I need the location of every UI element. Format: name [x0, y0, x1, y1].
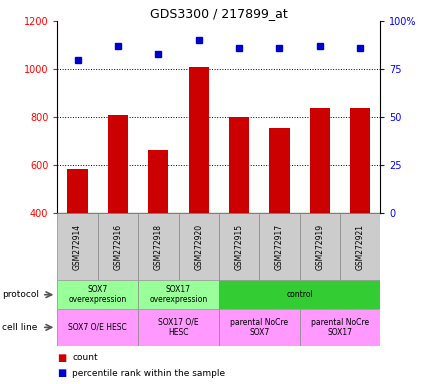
Title: GDS3300 / 217899_at: GDS3300 / 217899_at: [150, 7, 288, 20]
Bar: [98, 213, 138, 280]
Bar: [340, 213, 380, 280]
Bar: [350, 108, 370, 309]
Bar: [310, 108, 330, 309]
Text: GSM272915: GSM272915: [235, 223, 244, 270]
Text: SOX17 O/E
HESC: SOX17 O/E HESC: [158, 318, 199, 337]
Text: control: control: [286, 290, 313, 299]
Bar: [68, 169, 88, 309]
Text: ■: ■: [57, 368, 67, 378]
Text: percentile rank within the sample: percentile rank within the sample: [72, 369, 225, 378]
Bar: [269, 128, 289, 309]
Text: parental NoCre
SOX17: parental NoCre SOX17: [311, 318, 369, 337]
Bar: [57, 213, 98, 280]
Bar: [219, 309, 300, 346]
Text: SOX7 O/E HESC: SOX7 O/E HESC: [68, 323, 127, 332]
Bar: [138, 309, 219, 346]
Bar: [189, 67, 209, 309]
Bar: [57, 280, 138, 309]
Bar: [300, 213, 340, 280]
Bar: [138, 213, 178, 280]
Bar: [178, 213, 219, 280]
Bar: [219, 213, 259, 280]
Text: GSM272916: GSM272916: [113, 223, 122, 270]
Text: GSM272918: GSM272918: [154, 224, 163, 270]
Bar: [108, 115, 128, 309]
Text: ■: ■: [57, 353, 67, 363]
Text: GSM272921: GSM272921: [356, 224, 365, 270]
Text: GSM272917: GSM272917: [275, 223, 284, 270]
Text: SOX17
overexpression: SOX17 overexpression: [149, 285, 208, 305]
Text: protocol: protocol: [2, 290, 39, 299]
Bar: [259, 213, 300, 280]
Bar: [229, 117, 249, 309]
Text: count: count: [72, 353, 98, 362]
Bar: [138, 280, 219, 309]
Text: cell line: cell line: [2, 323, 37, 332]
Text: SOX7
overexpression: SOX7 overexpression: [68, 285, 127, 305]
Bar: [57, 309, 138, 346]
Bar: [148, 149, 168, 309]
Text: GSM272920: GSM272920: [194, 223, 203, 270]
Text: GSM272919: GSM272919: [315, 223, 324, 270]
Text: GSM272914: GSM272914: [73, 223, 82, 270]
Bar: [219, 280, 380, 309]
Text: parental NoCre
SOX7: parental NoCre SOX7: [230, 318, 288, 337]
Bar: [300, 309, 380, 346]
